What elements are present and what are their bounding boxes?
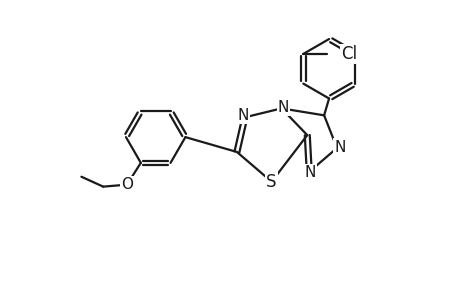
Text: N: N: [304, 165, 315, 180]
Text: S: S: [266, 173, 276, 191]
Text: O: O: [121, 177, 133, 192]
Text: N: N: [334, 140, 345, 154]
Text: N: N: [237, 108, 248, 123]
Text: Cl: Cl: [340, 45, 356, 63]
Text: N: N: [277, 100, 289, 115]
